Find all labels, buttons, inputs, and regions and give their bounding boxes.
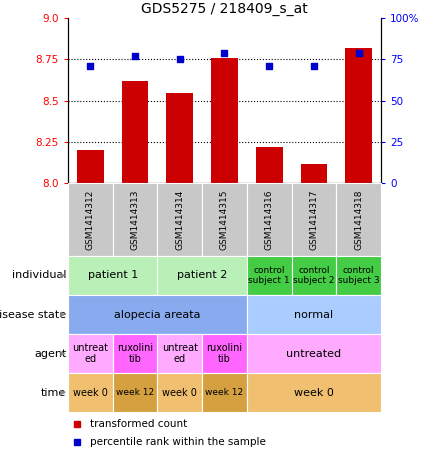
Bar	[157, 256, 247, 295]
Text: alopecia areata: alopecia areata	[114, 309, 201, 319]
Text: ruxolini
tib: ruxolini tib	[117, 343, 153, 364]
Bar	[113, 334, 157, 373]
Bar	[122, 81, 148, 183]
Bar	[68, 295, 247, 334]
Bar	[247, 334, 381, 373]
Point	[311, 63, 318, 70]
Bar	[113, 373, 157, 412]
Title: GDS5275 / 218409_s_at: GDS5275 / 218409_s_at	[141, 2, 308, 16]
Point	[221, 49, 228, 57]
Text: individual: individual	[12, 270, 66, 280]
Text: untreated: untreated	[286, 349, 342, 359]
Text: GSM1414312: GSM1414312	[86, 189, 95, 250]
Bar	[157, 183, 202, 256]
Text: GSM1414313: GSM1414313	[131, 189, 139, 250]
Text: untreat
ed: untreat ed	[72, 343, 108, 364]
Text: transformed count: transformed count	[90, 419, 187, 429]
Bar	[256, 147, 283, 183]
Text: GSM1414316: GSM1414316	[265, 189, 274, 250]
Bar	[113, 183, 157, 256]
Bar	[166, 92, 193, 183]
Text: time: time	[41, 388, 66, 398]
Bar	[345, 48, 372, 183]
Bar	[68, 334, 113, 373]
Bar	[336, 256, 381, 295]
Bar	[292, 183, 336, 256]
Text: week 0: week 0	[73, 388, 108, 398]
Text: week 0: week 0	[162, 388, 197, 398]
Bar	[202, 334, 247, 373]
Point	[355, 49, 362, 57]
Bar	[292, 256, 336, 295]
Text: untreat
ed: untreat ed	[162, 343, 198, 364]
Text: control
subject 3: control subject 3	[338, 266, 379, 285]
Text: disease state: disease state	[0, 309, 66, 319]
Point	[131, 53, 138, 60]
Text: week 12: week 12	[205, 388, 244, 397]
Bar	[157, 334, 202, 373]
Bar	[77, 150, 104, 183]
Text: agent: agent	[34, 349, 66, 359]
Point	[176, 56, 183, 63]
Text: patient 2: patient 2	[177, 270, 227, 280]
Text: percentile rank within the sample: percentile rank within the sample	[90, 437, 266, 447]
Bar	[202, 183, 247, 256]
Text: control
subject 2: control subject 2	[293, 266, 335, 285]
Text: control
subject 1: control subject 1	[248, 266, 290, 285]
Point	[266, 63, 273, 70]
Bar	[211, 58, 238, 183]
Text: patient 1: patient 1	[88, 270, 138, 280]
Bar	[247, 183, 292, 256]
Text: GSM1414314: GSM1414314	[175, 189, 184, 250]
Bar	[247, 256, 292, 295]
Point	[87, 63, 94, 70]
Bar	[247, 373, 381, 412]
Bar	[68, 183, 113, 256]
Text: normal: normal	[294, 309, 333, 319]
Text: GSM1414318: GSM1414318	[354, 189, 363, 250]
Text: week 0: week 0	[294, 388, 334, 398]
Bar	[157, 373, 202, 412]
Bar	[336, 183, 381, 256]
Text: week 12: week 12	[116, 388, 154, 397]
Text: ruxolini
tib: ruxolini tib	[206, 343, 243, 364]
Bar	[247, 295, 381, 334]
Bar	[202, 373, 247, 412]
Bar	[300, 164, 327, 183]
Text: GSM1414317: GSM1414317	[310, 189, 318, 250]
Bar	[68, 256, 157, 295]
Bar	[68, 373, 113, 412]
Text: GSM1414315: GSM1414315	[220, 189, 229, 250]
